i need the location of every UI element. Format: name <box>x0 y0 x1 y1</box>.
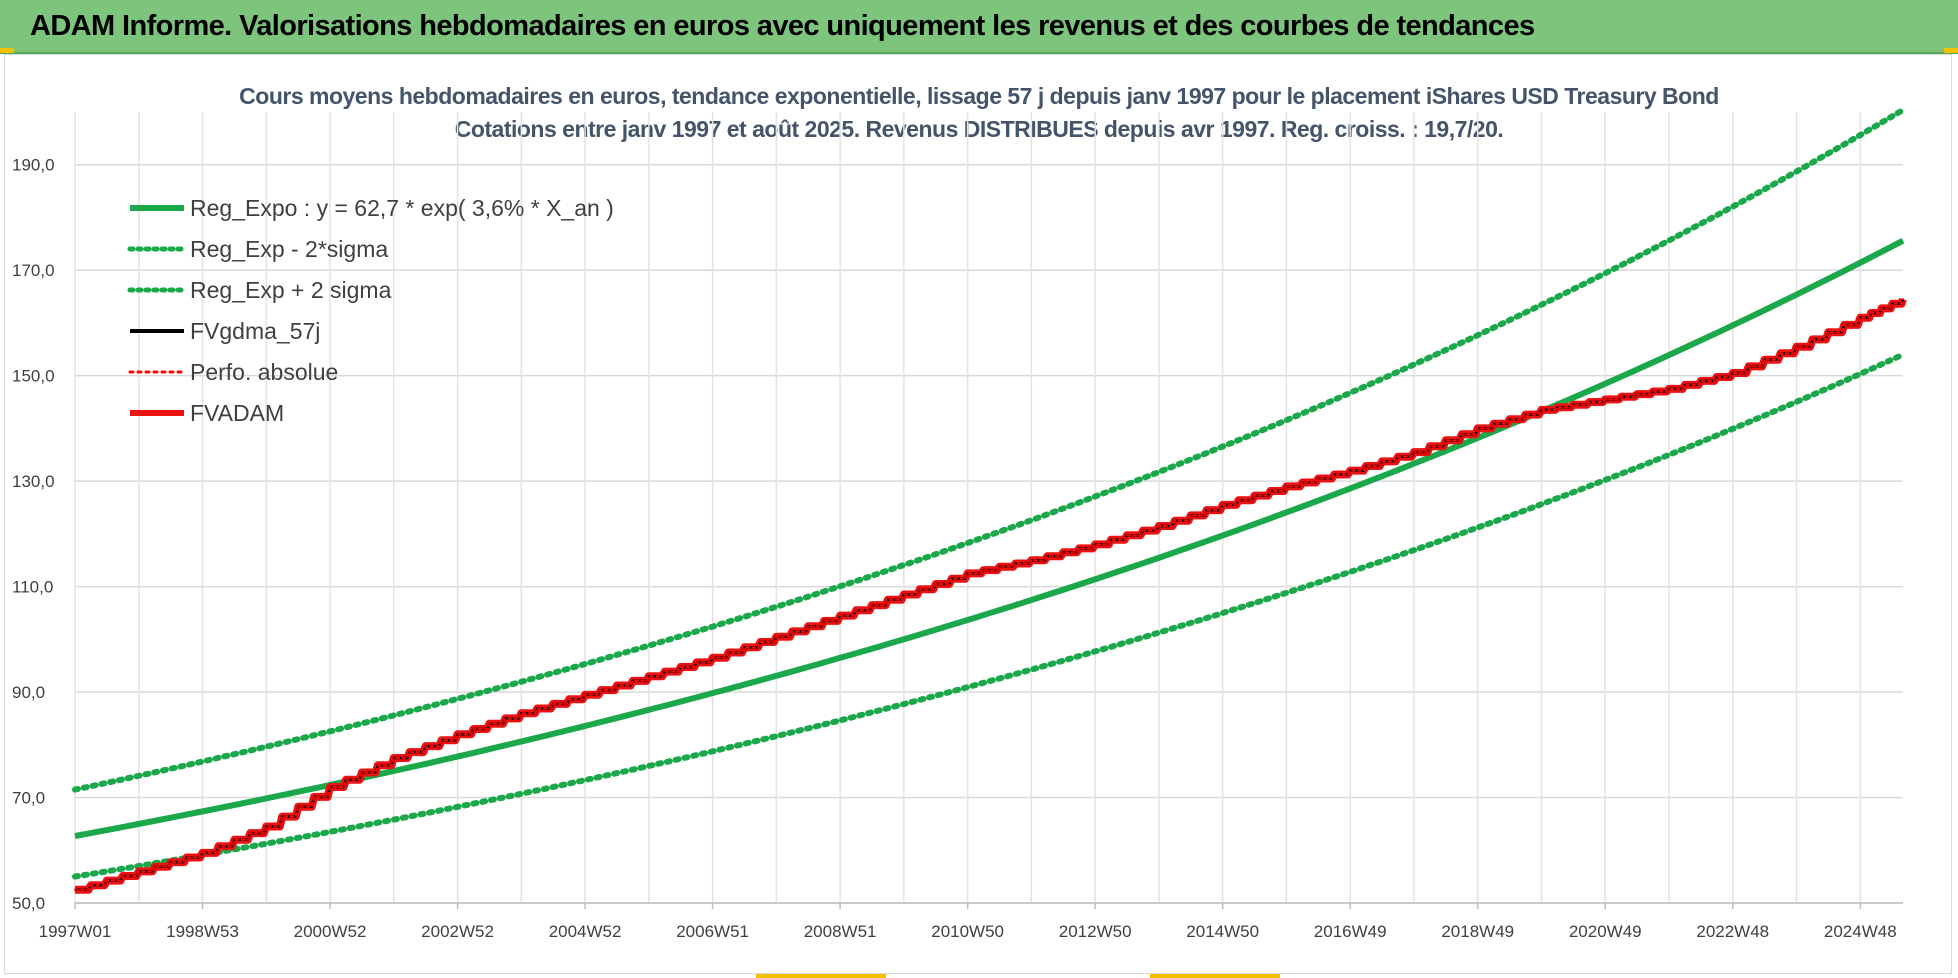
header-bar: ADAM Informe. Valorisations hebdomadaire… <box>0 0 1958 54</box>
series-line-2 <box>72 106 1906 793</box>
legend-label: Reg_Expo : y = 62,7 * exp( 3,6% * X_an ) <box>190 195 614 221</box>
x-tick-label: 2002W52 <box>421 922 494 941</box>
chart-title-block: Cours moyens hebdomadaires en euros, ten… <box>0 80 1958 146</box>
y-tick-label: 190,0 <box>12 156 55 175</box>
x-tick-label: 2016W49 <box>1314 922 1387 941</box>
y-tick-label: 150,0 <box>12 367 55 386</box>
series-lines <box>72 106 1907 894</box>
corner-marker-right <box>1944 48 1958 53</box>
chart-subtitle: Cotations entre janv 1997 et août 2025. … <box>454 116 1504 142</box>
legend-label: FVADAM <box>190 400 284 426</box>
chart-title: Cours moyens hebdomadaires en euros, ten… <box>239 83 1719 109</box>
x-tick-label: 2008W51 <box>804 922 877 941</box>
x-tick-label: 2024W48 <box>1824 922 1897 941</box>
x-axis-ticks: 1997W01 1998W53 2000W52 2002W52 2004W52 2006W… <box>39 903 1897 941</box>
x-tick-label: 2022W48 <box>1696 922 1769 941</box>
series-line-3 <box>75 298 1905 892</box>
x-tick-label: 2006W51 <box>676 922 749 941</box>
grid-lines <box>74 112 1903 904</box>
legend: Reg_Expo : y = 62,7 * exp( 3,6% * X_an )… <box>127 195 614 426</box>
y-tick-label: 130,0 <box>12 472 55 491</box>
legend-label: Perfo. absolue <box>190 359 338 385</box>
y-tick-label: 70,0 <box>12 789 45 808</box>
x-tick-label: 1998W53 <box>166 922 239 941</box>
y-tick-label: 110,0 <box>12 578 53 597</box>
x-tick-label: 1997W01 <box>39 922 112 941</box>
chart-frame <box>4 54 1952 974</box>
page-title: ADAM Informe. Valorisations hebdomadaire… <box>30 10 1535 42</box>
legend-label: Reg_Exp - 2*sigma <box>190 236 388 262</box>
x-tick-label: 2010W50 <box>931 922 1004 941</box>
x-tick-label: 2018W49 <box>1441 922 1514 941</box>
corner-marker-left <box>0 48 14 53</box>
bottom-marker <box>756 974 886 978</box>
y-tick-label: 170,0 <box>12 261 55 280</box>
series-line-4 <box>74 298 1904 891</box>
x-tick-label: 2020W49 <box>1569 922 1642 941</box>
y-tick-label: 50,0 <box>12 894 45 913</box>
x-tick-label: 2000W52 <box>294 922 367 941</box>
series-line-0 <box>74 238 1905 839</box>
bottom-marker <box>1150 974 1280 978</box>
series-line-1 <box>72 351 1906 880</box>
series-line-5 <box>75 297 1907 894</box>
legend-label: FVgdma_57j <box>190 318 320 344</box>
x-tick-label: 2012W50 <box>1059 922 1132 941</box>
legend-label: Reg_Exp + 2 sigma <box>190 277 392 303</box>
y-tick-label: 90,0 <box>12 683 45 702</box>
x-tick-label: 2004W52 <box>549 922 622 941</box>
x-tick-label: 2014W50 <box>1186 922 1259 941</box>
y-axis-ticks: 50,0 70,0 90,0 110,0 130,0 150,0 170,0 190,0 <box>12 156 55 913</box>
